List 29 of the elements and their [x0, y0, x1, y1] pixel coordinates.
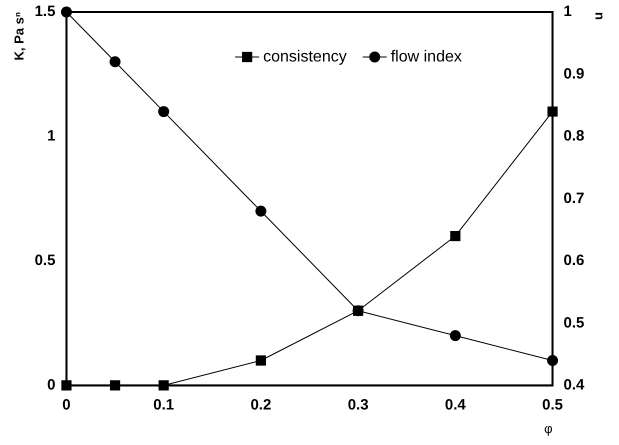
x-tick-label: 0	[62, 396, 71, 414]
point	[353, 306, 364, 316]
point	[450, 330, 461, 342]
y-tick-label: 0	[47, 376, 56, 394]
legend-label: flow index	[390, 48, 462, 66]
point	[256, 355, 266, 366]
y-axis-title: K, Pa sⁿ	[11, 12, 26, 61]
y2-tick-label: 1	[564, 3, 572, 20]
y-tick-label: 1.5	[34, 3, 56, 20]
point	[255, 206, 266, 217]
y2-axis-title: n	[592, 12, 608, 20]
x-tick-label: 0.1	[153, 396, 174, 414]
point	[158, 106, 170, 118]
y-tick-label: 1	[47, 128, 56, 145]
y2-tick-label: 0.6	[564, 252, 584, 270]
x-tick-label: 0.3	[348, 396, 369, 414]
x-axis-title: φ	[544, 420, 553, 436]
y2-tick-label: 0.5	[564, 314, 584, 332]
y2-tick-label: 0.7	[564, 190, 584, 207]
legend-label: consistency	[263, 48, 347, 66]
y2-tick-label: 0.4	[564, 376, 586, 394]
point	[110, 56, 121, 68]
x-tick-label: 0.5	[542, 396, 563, 414]
x-tick-label: 0.2	[250, 396, 272, 414]
y-tick-label: 0.5	[34, 252, 56, 270]
y2-tick-label: 0.8	[564, 128, 584, 145]
y2-tick-label: 0.9	[564, 65, 584, 82]
point	[450, 230, 460, 242]
x-tick-label: 0.4	[444, 396, 466, 414]
